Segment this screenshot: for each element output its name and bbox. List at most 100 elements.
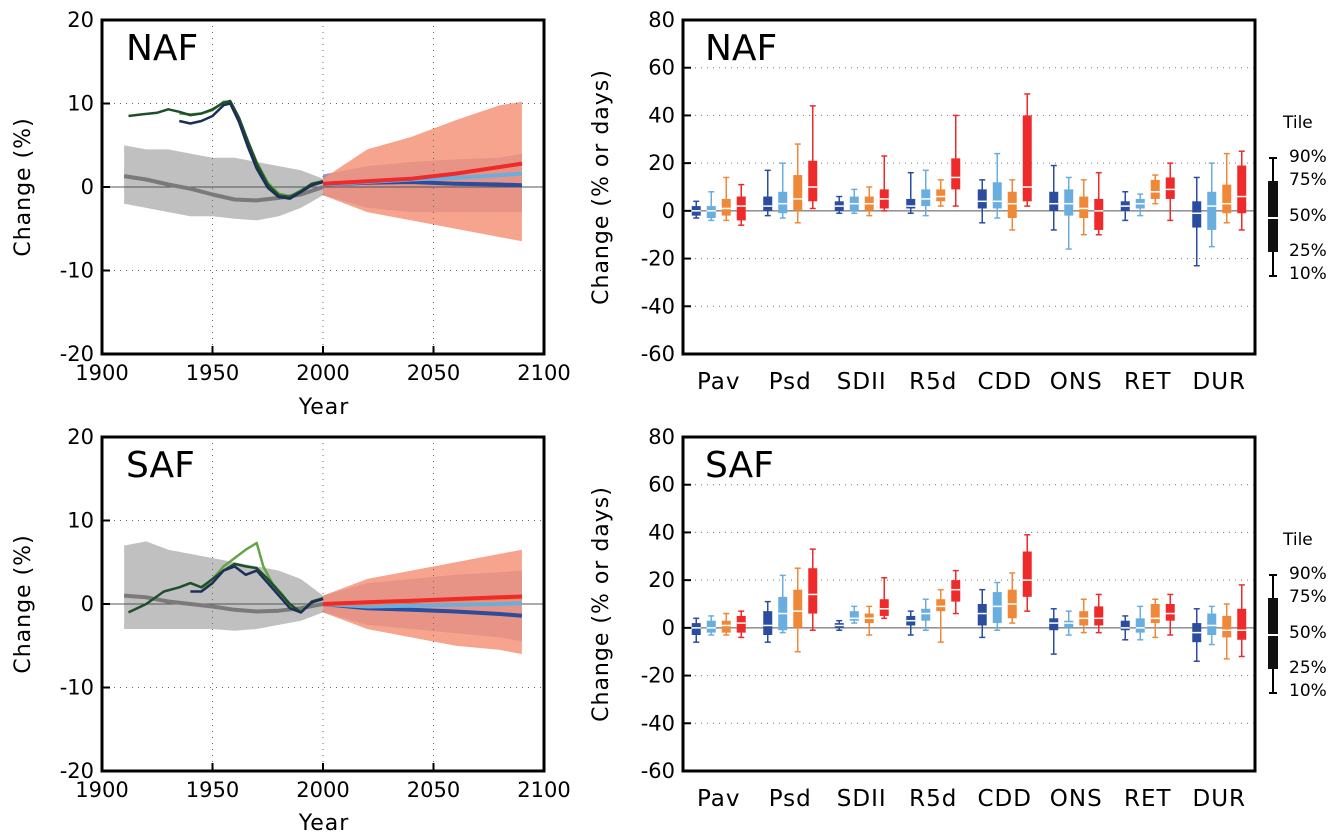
legend-label: 75%: [1289, 170, 1327, 190]
legend-label: 50%: [1289, 623, 1327, 643]
x-tick-label: 1900: [75, 361, 128, 385]
obs-2-line: [128, 99, 324, 199]
model-historical-range-band: [124, 145, 323, 221]
category-label-psd: Psd: [769, 369, 812, 395]
saf-box-title: SAF: [705, 445, 774, 486]
box-iqr: [951, 580, 961, 602]
box-iqr: [992, 592, 1002, 624]
box-ret-light-blue: [1135, 605, 1145, 641]
box-r5d-light-blue: [921, 598, 931, 631]
saf-box-boxes: [691, 534, 1247, 663]
legend-label: 10%: [1289, 681, 1327, 701]
category-label-sdii: SDII: [837, 369, 887, 395]
box-iqr: [1120, 620, 1130, 631]
category-label-dur: DUR: [1192, 369, 1246, 395]
box-iqr: [936, 189, 946, 202]
y-tick-label: 80: [648, 8, 675, 32]
box-sdii-red: [879, 155, 889, 212]
box-psd-red: [808, 548, 818, 631]
box-cdd-orange: [1007, 572, 1017, 624]
box-iqr: [1049, 618, 1059, 631]
box-ons-red: [1094, 171, 1104, 236]
y-tick-label: 0: [81, 175, 94, 199]
naf-box-plot-frame: [681, 18, 1257, 356]
box-cdd-dark-blue: [977, 588, 987, 639]
box-iqr: [706, 620, 716, 633]
naf-ts-ylabel: Change (%): [11, 117, 36, 256]
box-sdii-light-blue: [849, 188, 859, 214]
y-tick-label: 0: [662, 616, 675, 640]
box-r5d-red: [951, 114, 961, 207]
box-iqr: [1007, 191, 1017, 219]
saf-box-plot-frame: [681, 435, 1257, 773]
saf-timeseries-panel: SAF 1900 1950 2000 2050 2100 -20 -10 0 10 20 Chan…: [11, 425, 571, 836]
x-tick-label: 2000: [296, 778, 349, 802]
category-label-dur: DUR: [1192, 786, 1246, 812]
proj-red-line: [322, 161, 523, 186]
box-iqr: [1049, 191, 1059, 211]
y-tick-label: -20: [641, 664, 675, 688]
box-iqr: [879, 599, 889, 616]
obs-3-line: [179, 102, 324, 200]
box-psd-light-blue: [778, 162, 788, 219]
box-r5d-dark-blue: [906, 610, 916, 636]
y-tick-label: 10: [67, 92, 94, 116]
box-dur-red: [1237, 584, 1247, 658]
box-iqr: [849, 611, 859, 621]
box-r5d-light-blue: [921, 169, 931, 217]
box-ons-dark-blue: [1049, 164, 1059, 231]
box-ret-dark-blue: [1120, 191, 1130, 222]
box-dur-light-blue: [1207, 162, 1217, 248]
box-iqr: [763, 611, 773, 636]
percentile-legend-saf: Tile 90% 75% 50% 25% 10%: [1268, 530, 1327, 701]
y-tick-label: 40: [648, 520, 675, 544]
box-iqr: [736, 615, 746, 633]
y-tick-label: -40: [641, 711, 675, 735]
box-iqr: [921, 189, 931, 207]
y-tick-label: 40: [648, 103, 675, 127]
box-r5d-orange: [936, 179, 946, 207]
y-tick-label: 60: [648, 56, 675, 80]
box-iqr: [1022, 551, 1032, 597]
naf-box-ylabel: Change (% or days): [589, 69, 614, 305]
box-pav-orange: [721, 176, 731, 222]
naf-ts-title: NAF: [126, 28, 198, 69]
box-dur-orange: [1222, 603, 1232, 660]
box-iqr: [808, 160, 818, 202]
y-tick-label: 0: [662, 199, 675, 223]
box-iqr: [936, 599, 946, 612]
legend-label: 90%: [1289, 147, 1327, 167]
category-label-ons: ONS: [1050, 369, 1103, 395]
box-pav-dark-blue: [691, 200, 701, 219]
box-cdd-red: [1022, 93, 1032, 207]
saf-ts-ylabel: Change (%): [11, 534, 36, 673]
category-label-cdd: CDD: [978, 786, 1032, 812]
box-dur-red: [1237, 150, 1247, 231]
box-iqr: [1150, 179, 1160, 199]
box-r5d-orange: [936, 588, 946, 643]
box-cdd-orange: [1007, 179, 1017, 231]
y-tick-label: 60: [648, 473, 675, 497]
box-cdd-light-blue: [992, 581, 1002, 631]
box-iqr: [691, 623, 701, 636]
box-psd-orange: [793, 143, 803, 224]
box-pav-light-blue: [706, 191, 716, 222]
box-iqr: [793, 175, 803, 211]
saf-box-ylabel: Change (% or days): [589, 486, 614, 722]
box-ons-light-blue: [1064, 610, 1074, 636]
x-tick-label: 2100: [517, 361, 570, 385]
box-ons-orange: [1079, 179, 1089, 236]
legend-label: 10%: [1289, 264, 1327, 284]
box-iqr: [1094, 198, 1104, 230]
legend-title: Tile: [1282, 530, 1313, 550]
box-ons-dark-blue: [1049, 608, 1059, 655]
percentile-legend-naf: Tile 90% 75% 50% 25% 10%: [1268, 113, 1327, 284]
naf-ts-bands: [124, 101, 522, 242]
box-iqr: [1222, 615, 1232, 638]
box-iqr: [763, 196, 773, 211]
model-historical-range-band: [124, 541, 323, 631]
category-label-pav: Pav: [697, 786, 741, 812]
box-iqr: [1192, 201, 1202, 228]
legend-box: [1268, 598, 1278, 669]
box-iqr: [906, 198, 916, 209]
